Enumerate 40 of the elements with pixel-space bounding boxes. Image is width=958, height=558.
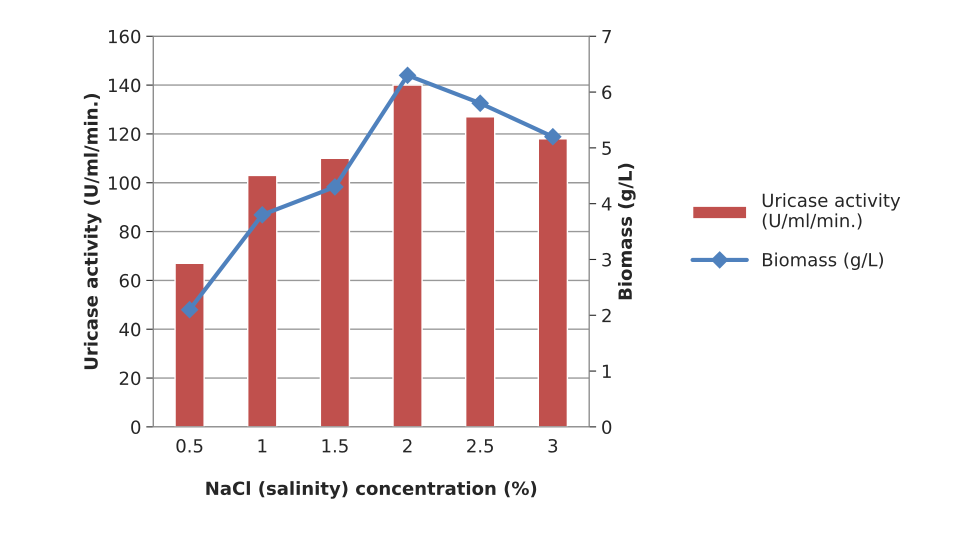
x-tick-label: 0.5 [176,438,202,453]
bar [247,174,278,427]
bar [392,84,423,427]
point [326,178,344,196]
y-tick-label: 0 [131,420,140,434]
legend-label: Uricase activity (U/ml/min.) [762,193,900,230]
x-axis-title: NaCl (salinity) concentration (%) [206,481,536,499]
y-tick-label: 40 [119,322,140,336]
point [544,128,562,146]
y-tick-label: 140 [108,78,140,92]
legend-label: Biomass (g/L) [762,252,884,270]
y-tick-label: 20 [120,372,140,386]
y2-tick-label: 0 [602,420,612,434]
point [254,206,271,224]
y-axis-title: Uricase activity (U/ml/min.) [84,94,102,370]
x-tick-label: 3 [548,438,558,453]
y2-tick-label: 7 [602,30,611,44]
bar [320,158,350,427]
y2-tick-label: 1 [602,364,611,378]
point [398,66,416,84]
x-tick-label: 2 [403,438,412,452]
y2-tick-label: 6 [602,86,612,100]
bar [464,116,496,427]
y2-axis-title: Biomass (g/L) [618,164,636,300]
y-tick-label: 120 [108,127,140,142]
bar [538,138,568,427]
point [472,94,489,112]
y2-tick-label: 5 [602,142,611,155]
y-tick-label: 80 [120,225,140,239]
x-tick-label: 1.5 [322,439,348,453]
y2-tick-label: 3 [602,252,612,267]
bar [174,262,205,427]
y-tick-label: 60 [120,274,140,288]
y-tick-label: 100 [108,176,140,190]
y-tick-label: 160 [108,30,140,44]
x-tick-label: 2.5 [467,438,493,453]
x-tick-label: 1 [258,439,266,452]
y2-tick-label: 4 [602,197,612,211]
point [181,301,198,318]
y2-tick-label: 2 [602,308,611,322]
